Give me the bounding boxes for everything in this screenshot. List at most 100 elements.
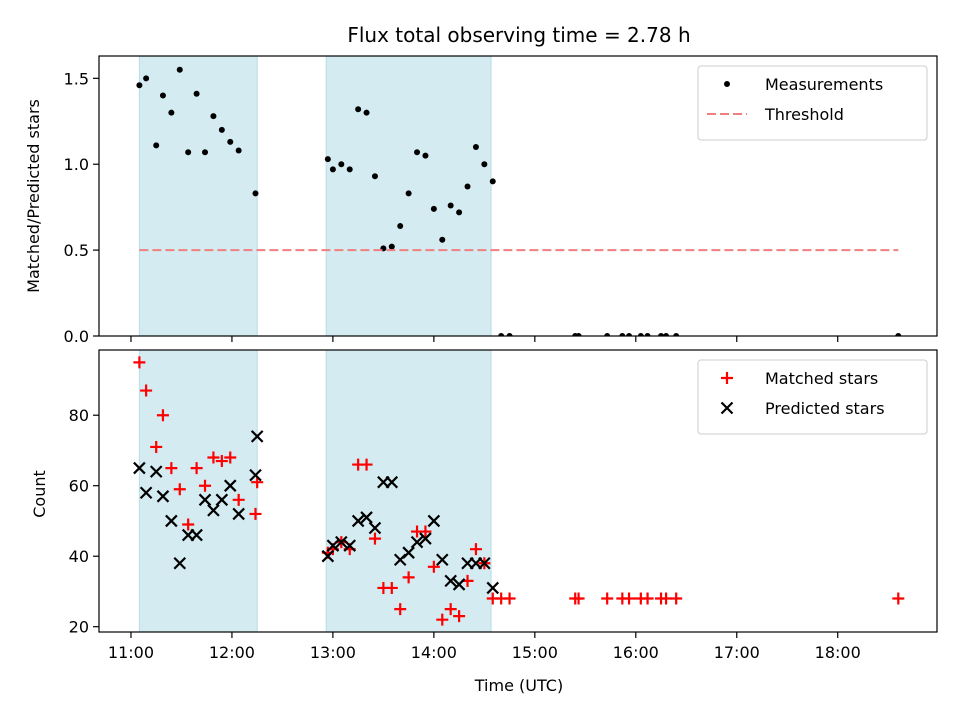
measurements-point	[895, 333, 902, 336]
predicted-stars-point	[452, 578, 466, 591]
predicted-stars-point	[139, 486, 153, 500]
measurements-point	[355, 106, 362, 113]
series-group	[136, 66, 902, 336]
measurements-point	[143, 75, 150, 82]
predicted-stars-point	[133, 461, 146, 475]
x-tick-label: 14:00	[411, 643, 457, 662]
legend-label-predicted-stars: Predicted stars	[765, 399, 885, 418]
measurements-point	[637, 333, 644, 336]
measurements-point	[210, 113, 217, 120]
predicted-stars-point	[385, 475, 399, 489]
legend-marker-matched-stars	[721, 372, 733, 384]
predicted-stars-point	[156, 490, 170, 503]
predicted-stars-point	[444, 574, 457, 588]
matched-stars-point	[182, 518, 195, 531]
matched-stars-point	[199, 479, 212, 492]
top-y-axis-label: Matched/Predicted stars	[24, 99, 43, 293]
measurements-point	[388, 243, 395, 250]
legend: Matched stars Predicted stars	[697, 359, 928, 435]
matched-stars-point	[419, 525, 432, 538]
matched-stars-point	[660, 592, 673, 605]
x-tick-label: 15:00	[512, 643, 558, 662]
measurements-point	[604, 333, 611, 336]
measurements-point	[439, 236, 446, 243]
y-tick-label: 40	[69, 547, 89, 566]
predicted-stars-point	[232, 507, 245, 521]
predicted-stars-point	[249, 468, 262, 482]
predicted-stars-point	[190, 528, 203, 542]
y-tick-label: 0.5	[64, 241, 89, 260]
measurements-point	[575, 333, 582, 336]
matched-stars-point	[140, 384, 153, 397]
matched-stars-point	[394, 603, 407, 616]
x-tick-label: 13:00	[310, 643, 356, 662]
predicted-stars-point	[360, 511, 373, 524]
matched-stars-point	[215, 455, 228, 468]
matched-stars-point	[892, 592, 905, 605]
matched-stars-point	[190, 462, 203, 475]
measurements-point	[506, 333, 513, 336]
predicted-stars-point	[427, 514, 441, 528]
y-tick-label: 0.0	[64, 327, 89, 346]
measurements-point	[324, 156, 331, 163]
measurements-point	[663, 333, 670, 336]
predicted-stars-point	[368, 521, 382, 535]
matched-stars-point	[232, 493, 245, 506]
chart-title: Flux total observing time = 2.78 h	[347, 23, 690, 47]
matched-stars-point	[623, 592, 636, 605]
legend: Measurements Threshold	[697, 65, 928, 141]
measurements-point	[422, 152, 429, 159]
matched-stars-point	[360, 458, 373, 471]
legend-label-matched-stars: Matched stars	[765, 369, 878, 388]
measurements-point	[414, 149, 421, 156]
x-tick-label: 18:00	[815, 643, 861, 662]
y-tick-label: 1.5	[64, 69, 89, 88]
measurements-point	[168, 109, 175, 116]
predicted-stars-point	[419, 532, 432, 545]
predicted-stars-point	[149, 465, 163, 478]
measurements-point	[447, 202, 454, 209]
matched-stars-point	[173, 483, 186, 496]
matched-stars-point	[503, 592, 516, 605]
measurements-point	[489, 178, 496, 185]
predicted-stars-point	[165, 514, 178, 528]
matched-stars-point	[165, 462, 178, 475]
measurements-point	[185, 149, 192, 156]
shaded-interval-2	[325, 349, 492, 633]
predicted-stars-point	[207, 504, 220, 517]
legend-label-threshold: Threshold	[764, 105, 844, 124]
measurements-point	[472, 144, 479, 151]
predicted-stars-point	[343, 539, 357, 552]
predicted-stars-point	[215, 493, 229, 507]
bottom-y-axis-label: Count	[30, 470, 49, 518]
x-tick-label: 16:00	[613, 643, 659, 662]
bottom-panel: 11:00 12:00 13:00 14:00 15:00 16:00 17:00 18:00…	[69, 349, 938, 662]
measurements-point	[658, 333, 665, 336]
measurements-point	[644, 333, 651, 336]
x-tick-label: 11:00	[108, 643, 154, 662]
measurements-point	[464, 183, 471, 190]
predicted-stars-point	[402, 546, 415, 559]
top-panel: 0.0 0.5 1.0 1.5 Measurements Threshold	[64, 55, 938, 346]
predicted-stars-point	[351, 514, 365, 528]
shaded-interval-1	[138, 349, 258, 633]
matched-stars-point	[436, 613, 449, 626]
measurements-point	[456, 209, 463, 216]
matched-stars-point	[402, 571, 415, 584]
measurements-point	[430, 205, 437, 212]
matched-stars-point	[368, 532, 381, 545]
predicted-stars-point	[250, 430, 264, 443]
predicted-stars-point	[173, 556, 187, 570]
y-tick-label: 20	[69, 618, 89, 637]
measurements-point	[202, 149, 209, 156]
predicted-stars-point	[335, 535, 348, 549]
legend-marker-measurements	[724, 81, 730, 87]
predicted-stars-point	[410, 535, 424, 549]
measurements-point	[159, 92, 166, 99]
predicted-stars-point	[435, 553, 449, 567]
matched-stars-point	[572, 592, 585, 605]
measurements-point	[176, 66, 183, 73]
matched-stars-point	[156, 409, 169, 422]
measurements-point	[371, 173, 378, 180]
matched-stars-point	[670, 592, 683, 605]
